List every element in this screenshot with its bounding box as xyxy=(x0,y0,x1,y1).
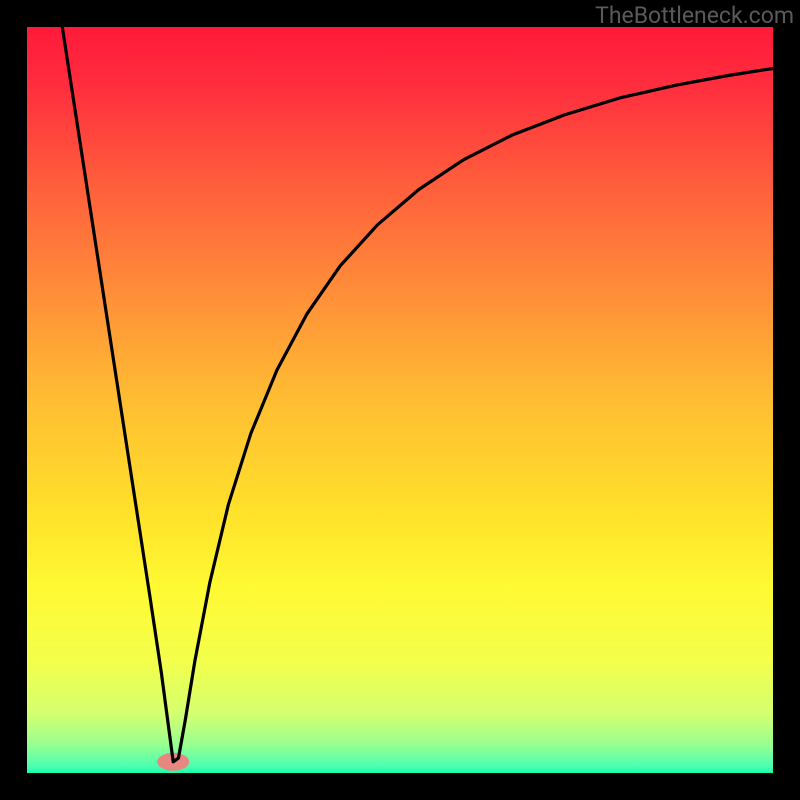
watermark-text: TheBottleneck.com xyxy=(595,2,794,29)
bottleneck-chart: TheBottleneck.com xyxy=(0,0,800,800)
chart-svg xyxy=(0,0,800,800)
